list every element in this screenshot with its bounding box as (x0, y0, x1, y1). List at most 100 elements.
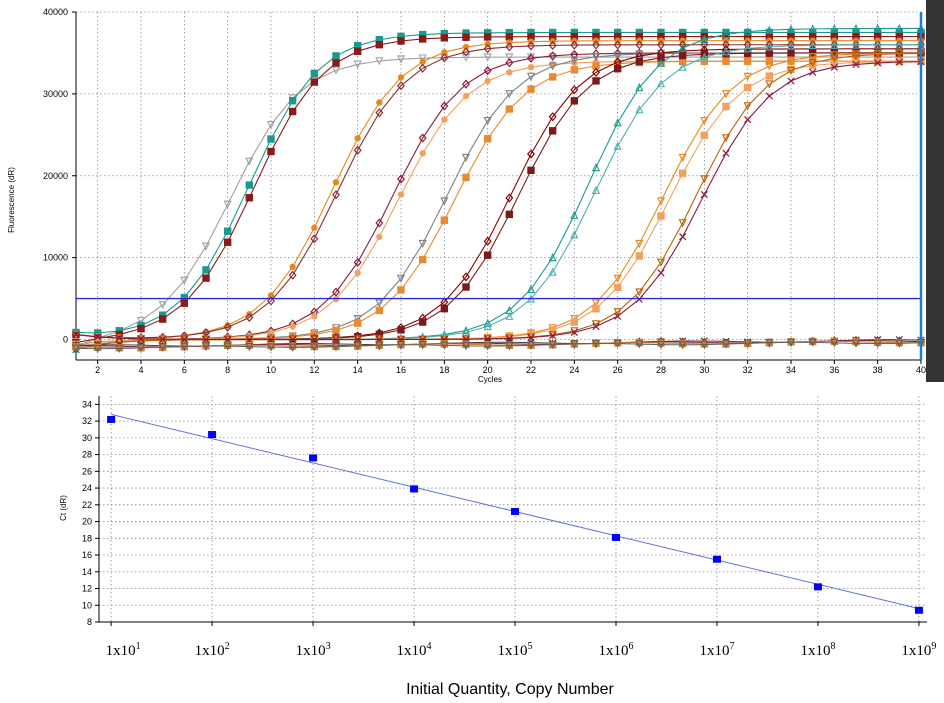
amplification-point (397, 286, 405, 294)
amplification-point (267, 135, 275, 143)
amplification-point (570, 66, 579, 74)
amplification-point (592, 77, 600, 85)
amplification-point (895, 50, 904, 59)
amplification-point (548, 73, 557, 81)
amplification-point (462, 33, 470, 41)
amplification-point (548, 267, 557, 276)
amplification-point (396, 274, 406, 283)
amplification-point (613, 51, 622, 60)
baseline-point (526, 341, 536, 350)
amplification-point (721, 47, 731, 56)
amplification-point (418, 133, 427, 143)
standard-curve-y-ticks: 8 10 12 14 16 18 20 22 24 26 28 30 32 34 (82, 399, 99, 627)
amplification-point (743, 83, 752, 92)
amplification-point (678, 169, 687, 177)
baseline-point (483, 342, 492, 351)
amplification-point (592, 67, 600, 78)
amplification-x-tick-label: 16 (396, 365, 406, 375)
amplification-point (765, 57, 774, 65)
amplification-point (375, 306, 384, 315)
amplification-point (548, 51, 557, 61)
amplification-point (657, 212, 665, 220)
amplification-point (657, 269, 665, 277)
amplification-point (245, 181, 254, 189)
baseline-point (136, 344, 146, 353)
amplification-point (679, 233, 687, 241)
amplification-point (397, 326, 405, 334)
amplification-point (440, 197, 449, 206)
baseline-point (72, 343, 80, 351)
amplification-point (375, 108, 384, 118)
baseline-point (895, 339, 904, 348)
amplification-point (613, 308, 622, 317)
amplification-series-9 (72, 57, 925, 349)
amplification-point (678, 153, 687, 163)
amplification-curve (75, 27, 922, 345)
amplification-point (440, 304, 449, 313)
amplification-point (483, 236, 492, 246)
amplification-point (874, 59, 882, 67)
amplification-point (743, 44, 752, 53)
amplification-point (743, 102, 752, 111)
plot-scrollbar[interactable] (926, 0, 944, 382)
amplification-y-tick-label: 40000 (43, 7, 68, 17)
baseline-point (223, 342, 232, 351)
baseline-curve (75, 341, 922, 350)
amplification-point (462, 92, 470, 100)
amplification-point (376, 99, 383, 106)
amplification-point (700, 116, 709, 126)
amplification-point (873, 24, 882, 33)
baseline-point (613, 339, 622, 349)
baseline-point (93, 344, 102, 354)
amplification-point (656, 258, 666, 267)
amplification-point (721, 29, 731, 39)
baseline-point (852, 338, 860, 346)
standard-curve-y-tick-label: 20 (82, 517, 92, 527)
amplification-point (483, 53, 492, 62)
amplification-point (591, 299, 601, 308)
amplification-point (722, 149, 730, 157)
baseline-point (808, 338, 817, 347)
amplification-point (397, 81, 405, 91)
amplification-point (311, 313, 318, 320)
amplification-point (765, 80, 774, 89)
amplification-point (895, 23, 904, 33)
amplification-point (743, 27, 752, 36)
baseline-point (71, 344, 81, 353)
amplification-point (375, 299, 384, 308)
amplification-point (744, 116, 752, 124)
standard-curve-point (712, 555, 721, 563)
baseline-point (830, 337, 839, 346)
amplification-point (851, 52, 861, 61)
baseline-point (873, 339, 882, 348)
baseline-point (830, 339, 839, 348)
standard-curve-point (410, 485, 419, 493)
amplification-curve (75, 44, 922, 339)
amplification-point (353, 314, 362, 324)
amplification-series-1 (71, 53, 926, 351)
standard-curve-x-tick-label: 1x109 (901, 641, 936, 659)
amplification-point (614, 312, 622, 320)
baseline-point (786, 338, 796, 347)
amplification-point (441, 49, 448, 56)
baseline-point (570, 340, 579, 349)
amplification-series-4 (72, 37, 925, 353)
standard-curve-x-ticks: 1x101 1x102 1x103 1x104 1x105 1x106 1x107 1x108… (106, 622, 936, 659)
amplification-point (591, 185, 601, 194)
baseline-point (288, 342, 297, 350)
amplification-x-tick-label: 20 (483, 365, 493, 375)
amplification-point (873, 50, 882, 59)
amplification-point (527, 166, 535, 175)
amplification-curve (75, 61, 922, 341)
amplification-point (765, 49, 774, 57)
amplification-point (419, 58, 426, 65)
baseline-point (375, 341, 384, 350)
amplification-point (483, 66, 492, 76)
standard-curve-y-tick-label: 10 (82, 600, 92, 610)
amplification-point (873, 58, 882, 66)
amplification-point (635, 40, 644, 50)
standard-curve-y-tick-label: 8 (87, 617, 92, 627)
standard-curve-point (813, 583, 822, 591)
amplification-point (678, 219, 687, 228)
